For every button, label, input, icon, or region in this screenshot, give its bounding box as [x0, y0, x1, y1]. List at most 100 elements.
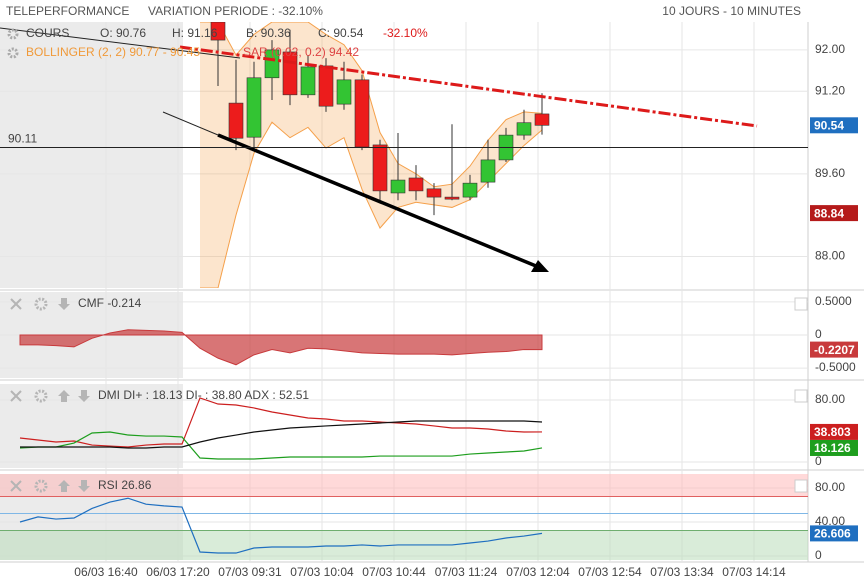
move-down-icon	[58, 298, 70, 310]
y-tick-label: 80.00	[815, 392, 845, 406]
x-tick-label: 07/03 12:54	[578, 565, 642, 579]
candle-body	[300, 66, 316, 96]
sar-label: SAR (0.02, 0.2) 94.42	[243, 45, 359, 59]
y-tick-label: 0	[815, 548, 822, 562]
panel-icons	[10, 479, 90, 493]
panel-checkbox	[794, 297, 808, 311]
trend-drawing	[0, 27, 241, 59]
sar-trendline	[179, 45, 758, 128]
indicator-line	[19, 497, 543, 554]
candle-body	[408, 177, 424, 192]
value-box-label: 90.54	[814, 118, 844, 132]
panel-checkbox	[794, 479, 808, 493]
value-box	[810, 205, 858, 222]
candle-body	[444, 196, 460, 200]
y-tick-label: 0	[815, 327, 822, 341]
x-tick-label: 06/03 16:40	[74, 565, 138, 579]
settings-icon	[7, 47, 19, 59]
y-tick-label: 40.00	[815, 514, 845, 528]
settings-icon	[34, 297, 48, 311]
pre-session	[0, 384, 183, 468]
value-box	[810, 525, 858, 542]
cmf-area	[19, 329, 543, 366]
legend-low: B: 90.36	[246, 26, 291, 40]
x-tick-label: 07/03 10:04	[290, 565, 354, 579]
panel-icons	[10, 389, 90, 403]
y-tick-label: 88.00	[815, 249, 845, 263]
candle-body	[516, 122, 532, 136]
candle-body	[318, 65, 334, 107]
indicator-line	[19, 431, 543, 460]
legend-high: H: 91.16	[172, 26, 218, 40]
panel-checkbox	[794, 389, 808, 403]
pre-session	[0, 22, 183, 288]
y-tick-label: 92.00	[815, 42, 845, 56]
settings-icon	[34, 389, 48, 403]
close-icon	[10, 298, 22, 310]
instrument-title: TELEPERFORMANCE	[6, 4, 129, 18]
candle-body	[372, 144, 388, 192]
move-up-icon	[58, 390, 70, 402]
price-line-label: 90.11	[8, 132, 37, 146]
candle-body	[426, 188, 442, 198]
move-up-icon	[58, 480, 70, 492]
value-box-label: 88.84	[814, 206, 844, 220]
settings-icon	[34, 479, 48, 493]
price-plot	[0, 22, 550, 288]
arrow-drawing	[217, 133, 537, 268]
value-box	[810, 341, 858, 358]
panel-title: CMF -0.214	[78, 296, 142, 310]
period: 10 JOURS - 10 MINUTES	[662, 4, 801, 18]
candle-body	[336, 79, 352, 105]
candle-body	[534, 113, 550, 126]
candle-body	[228, 102, 244, 139]
y-tick-label: 80.00	[815, 480, 845, 494]
value-box	[810, 423, 858, 440]
arrow-head	[531, 260, 549, 272]
value-box	[810, 117, 858, 134]
x-tick-label: 07/03 14:14	[722, 565, 786, 579]
bollinger-label: BOLLINGER (2, 2) 90.77 - 90.45	[26, 45, 200, 59]
candle-body	[462, 182, 478, 198]
y-tick-label: 89.60	[815, 166, 845, 180]
legend-close: C: 90.54	[318, 26, 364, 40]
close-icon	[10, 390, 22, 402]
value-box-label: -0.2207	[814, 343, 855, 357]
x-tick-label: 07/03 12:04	[506, 565, 570, 579]
panel-title: RSI 26.86	[98, 478, 152, 492]
indicator-line	[20, 420, 543, 449]
value-box	[810, 439, 858, 456]
bollinger-lower	[200, 121, 543, 288]
x-tick-label: 06/03 17:20	[146, 565, 210, 579]
candle-body	[210, 22, 226, 41]
panel-title: DMI DI+ : 18.13 DI- : 38.80 ADX : 52.51	[98, 388, 309, 402]
value-box-label: 26.606	[814, 527, 851, 541]
candle-body	[390, 179, 406, 194]
x-tick-label: 07/03 11:24	[435, 565, 498, 579]
settings-icon	[7, 28, 19, 40]
legend-open: O: 90.76	[100, 26, 146, 40]
value-box-label: 38.803	[814, 425, 851, 439]
bollinger-upper	[200, 22, 543, 188]
trend-drawing	[162, 111, 219, 136]
move-down-icon	[78, 390, 90, 402]
y-tick-label: 91.20	[815, 83, 845, 97]
close-icon	[10, 480, 22, 492]
x-tick-label: 07/03 13:34	[650, 565, 714, 579]
variation: VARIATION PERIODE : -32.10%	[148, 4, 323, 18]
candle-body	[480, 159, 496, 183]
x-tick-label: 07/03 09:31	[218, 565, 282, 579]
candle-body	[354, 79, 370, 148]
value-box-label: 18.126	[814, 441, 851, 455]
indicator-line	[19, 397, 543, 448]
legend-change: -32.10%	[383, 26, 428, 40]
move-down-icon	[78, 480, 90, 492]
candle-body	[264, 49, 280, 79]
legend-name: COURS	[26, 26, 69, 40]
y-tick-label: 0	[815, 454, 822, 468]
x-tick-label: 07/03 10:44	[362, 565, 426, 579]
y-tick-label: 0.5000	[815, 294, 852, 308]
candle-body	[246, 77, 262, 138]
